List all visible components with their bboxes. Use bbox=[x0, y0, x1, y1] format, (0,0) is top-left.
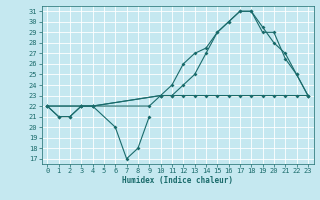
X-axis label: Humidex (Indice chaleur): Humidex (Indice chaleur) bbox=[122, 176, 233, 185]
